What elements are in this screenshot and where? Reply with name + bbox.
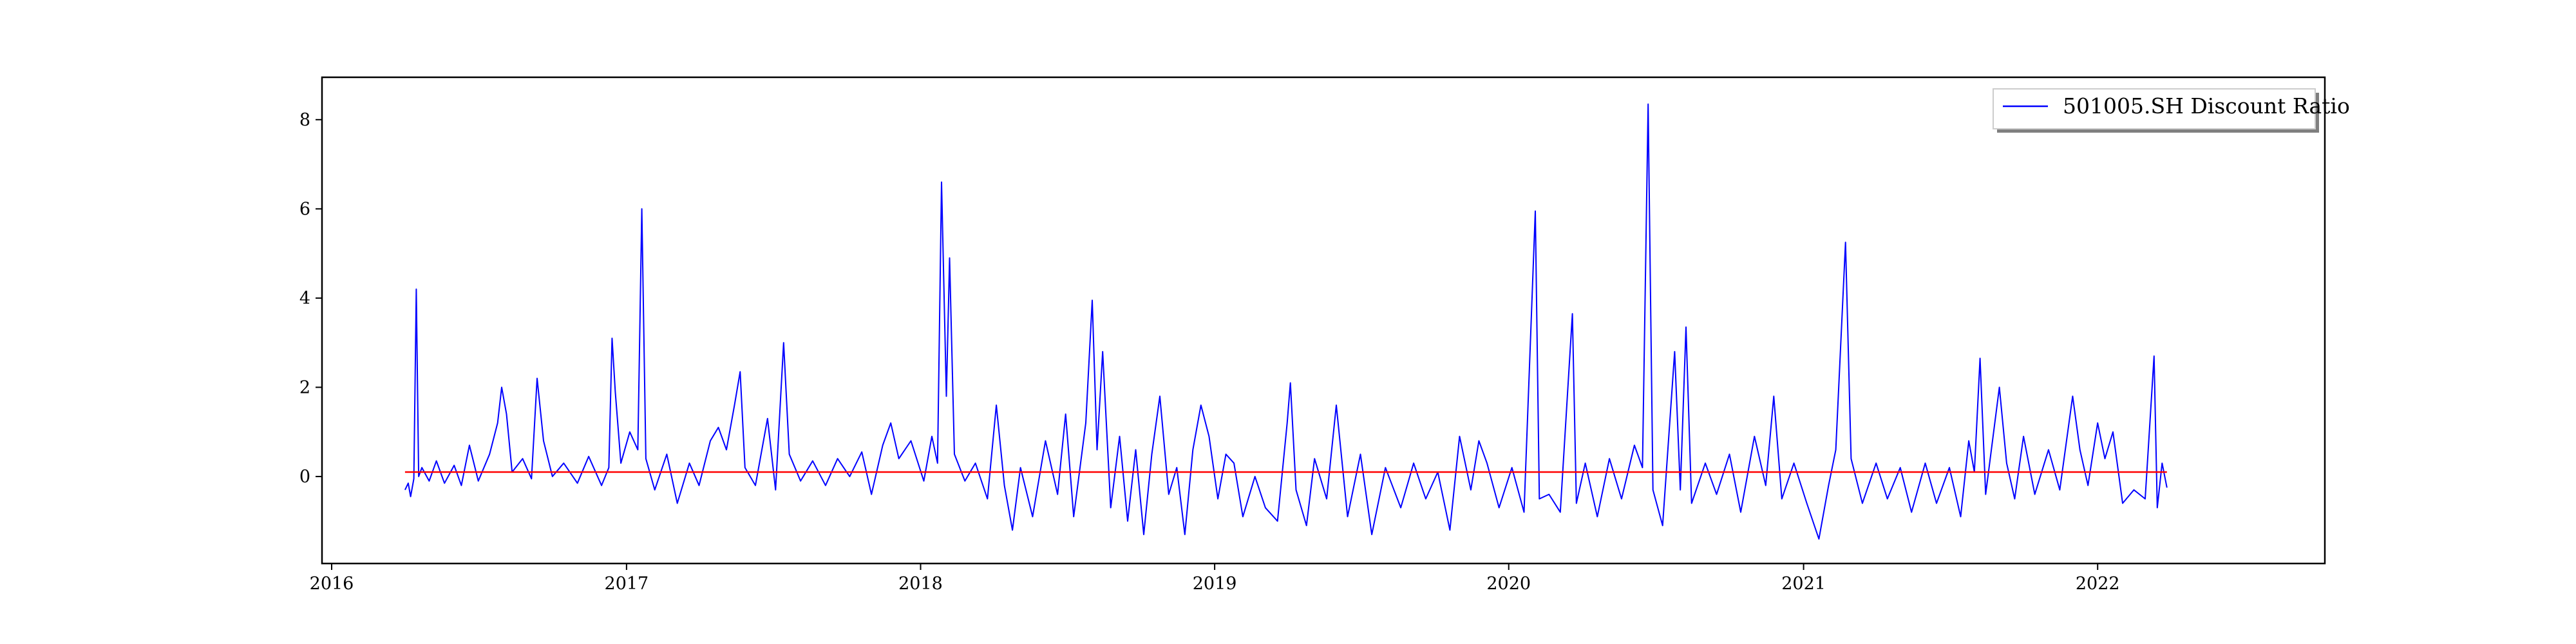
x-tick-label: 2021 [1781,574,1826,594]
y-tick-label: 6 [299,199,310,219]
y-tick-label: 0 [299,467,310,487]
y-tick-label: 4 [299,289,310,308]
legend-label: 501005.SH Discount Ratio [2063,93,2350,118]
x-tick-label: 2017 [605,574,649,594]
x-tick-label: 2016 [310,574,354,594]
x-tick-label: 2019 [1193,574,1237,594]
series-layer [404,103,2168,540]
y-axis: 0 2 4 6 8 [299,110,322,487]
legend-box [1993,88,2316,129]
legend: 501005.SH Discount Ratio [1993,88,2350,133]
x-tick-label: 2018 [898,574,943,594]
x-tick-label: 2020 [1486,574,1531,594]
discount-ratio-line [404,103,2168,540]
x-axis: 2016 2017 2018 2019 2020 2021 2022 [310,564,2120,594]
y-tick-label: 8 [299,110,310,130]
plot-frame [321,76,2326,565]
x-tick-label: 2022 [2076,574,2120,594]
y-tick-label: 2 [299,377,310,397]
